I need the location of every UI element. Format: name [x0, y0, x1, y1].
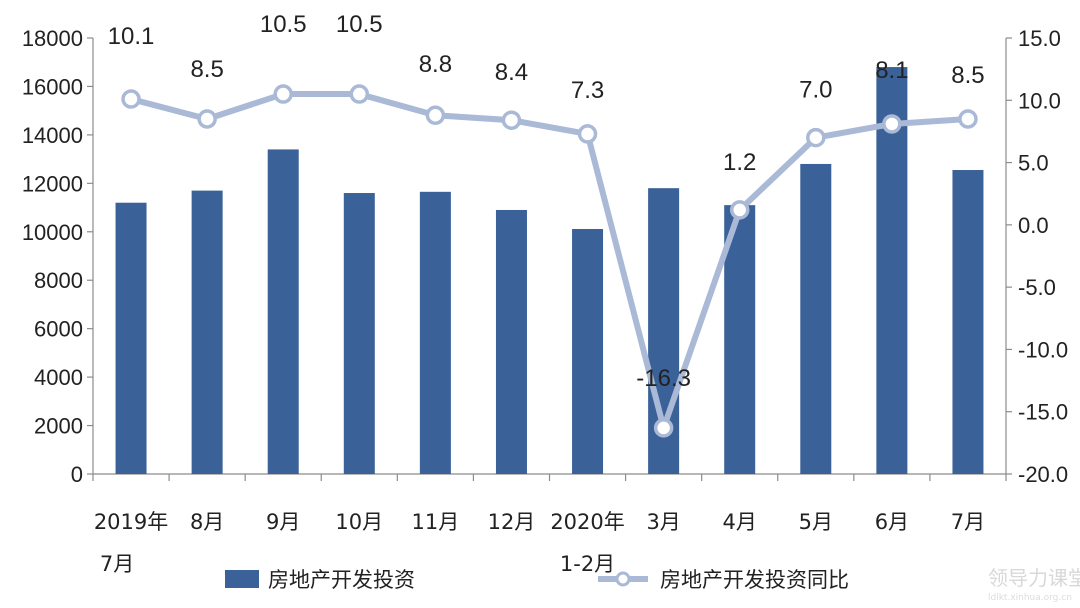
left-tick-label: 6000 — [34, 317, 83, 342]
bar — [267, 149, 299, 474]
line-point — [349, 84, 370, 104]
legend-label-line: 房地产开发投资同比 — [660, 568, 849, 592]
x-tick-label: 9月 — [266, 510, 300, 534]
x-tick-labels: 2019年 7月 8月 9月 10月 11月 12月 2020年 1-2月 3月 4月 5月 6月 7月 — [94, 510, 985, 576]
right-tick-label: 5.0 — [1018, 151, 1049, 176]
line-point — [958, 109, 978, 129]
x-tick-label: 2020年 — [550, 510, 624, 534]
bar — [572, 228, 604, 474]
x-tick-label: 10月 — [335, 510, 383, 534]
watermark-text: 领导力课堂 — [988, 566, 1080, 590]
legend-label-bar: 房地产开发投资 — [268, 568, 415, 592]
line-point — [577, 124, 598, 144]
right-tick-label: -15.0 — [1018, 400, 1068, 425]
x-tick-label: 4月 — [723, 510, 757, 534]
bar — [343, 193, 375, 474]
data-label: -16.3 — [636, 365, 691, 392]
line-point — [197, 109, 217, 129]
data-label: 8.5 — [951, 62, 984, 89]
bar — [419, 191, 451, 475]
right-tick-label: 10.0 — [1018, 88, 1061, 113]
right-tick-label: -20.0 — [1018, 462, 1068, 487]
line-point — [806, 127, 826, 148]
line-point — [653, 418, 674, 438]
legend: 房地产开发投资 房地产开发投资同比 — [225, 568, 849, 592]
bar — [876, 67, 908, 475]
left-tick-label: 2000 — [34, 414, 83, 439]
watermark: 领导力课堂 ldlkt.xinhua.org.cn — [988, 566, 1080, 603]
line-point — [501, 110, 522, 130]
bar — [115, 202, 147, 474]
left-tick-label: 8000 — [34, 268, 83, 293]
left-tick-label: 16000 — [22, 74, 83, 99]
x-tick-label: 1-2月 — [560, 552, 615, 576]
left-tick-label: 14000 — [22, 123, 83, 148]
line-point — [121, 89, 141, 109]
x-tick-label: 6月 — [875, 510, 909, 534]
bar-series — [115, 67, 984, 475]
legend-swatch-bar — [225, 570, 259, 588]
line-point — [882, 114, 902, 134]
data-label: 8.4 — [495, 59, 528, 86]
line-point — [729, 200, 750, 220]
bar — [191, 190, 223, 474]
data-label: 7.0 — [799, 77, 832, 104]
right-tick-label: 15.0 — [1018, 26, 1061, 51]
line-point — [425, 105, 446, 125]
data-label: 1.2 — [723, 149, 756, 176]
data-label: 10.1 — [108, 23, 155, 50]
line-point — [273, 84, 293, 104]
data-label: 10.5 — [336, 11, 383, 38]
x-tick-label: 11月 — [412, 510, 460, 534]
left-tick-label: 18000 — [22, 26, 83, 51]
watermark-subtext: ldlkt.xinhua.org.cn — [988, 593, 1072, 603]
data-label: 7.3 — [571, 77, 604, 104]
left-tick-label: 4000 — [34, 365, 83, 390]
series-line — [130, 91, 969, 431]
right-tick-label: 0.0 — [1018, 213, 1049, 238]
x-tick-label: 3月 — [646, 510, 680, 534]
data-labels: 10.1 8.5 10.5 10.5 8.8 8.4 7.3 -16.3 1.2 7.0 8.1 8.… — [108, 11, 985, 392]
bar — [724, 205, 756, 474]
data-label: 10.5 — [260, 11, 307, 38]
right-tick-label: -5.0 — [1018, 275, 1056, 300]
right-tick-label: -10.0 — [1018, 337, 1068, 362]
bar — [952, 170, 984, 474]
bar — [495, 209, 527, 474]
x-tick-label: 7月 — [100, 552, 134, 576]
data-label: 8.8 — [419, 51, 452, 78]
x-tick-label: 8月 — [190, 510, 224, 534]
line-series — [121, 84, 978, 438]
x-tick-label: 2019年 — [94, 510, 168, 534]
left-tick-label: 10000 — [22, 220, 83, 245]
data-label: 8.1 — [875, 57, 908, 84]
left-tick-label: 12000 — [22, 171, 83, 196]
left-tick-label: 0 — [71, 462, 83, 487]
x-tick-label: 7月 — [951, 510, 985, 534]
legend-swatch-marker — [615, 571, 631, 587]
x-tick-label: 5月 — [799, 510, 833, 534]
x-tick-label: 12月 — [488, 510, 536, 534]
axes: 0 2000 4000 6000 8000 10000 12000 14000 16000 180… — [22, 26, 1068, 487]
data-label: 8.5 — [190, 56, 223, 83]
bar — [800, 163, 832, 474]
